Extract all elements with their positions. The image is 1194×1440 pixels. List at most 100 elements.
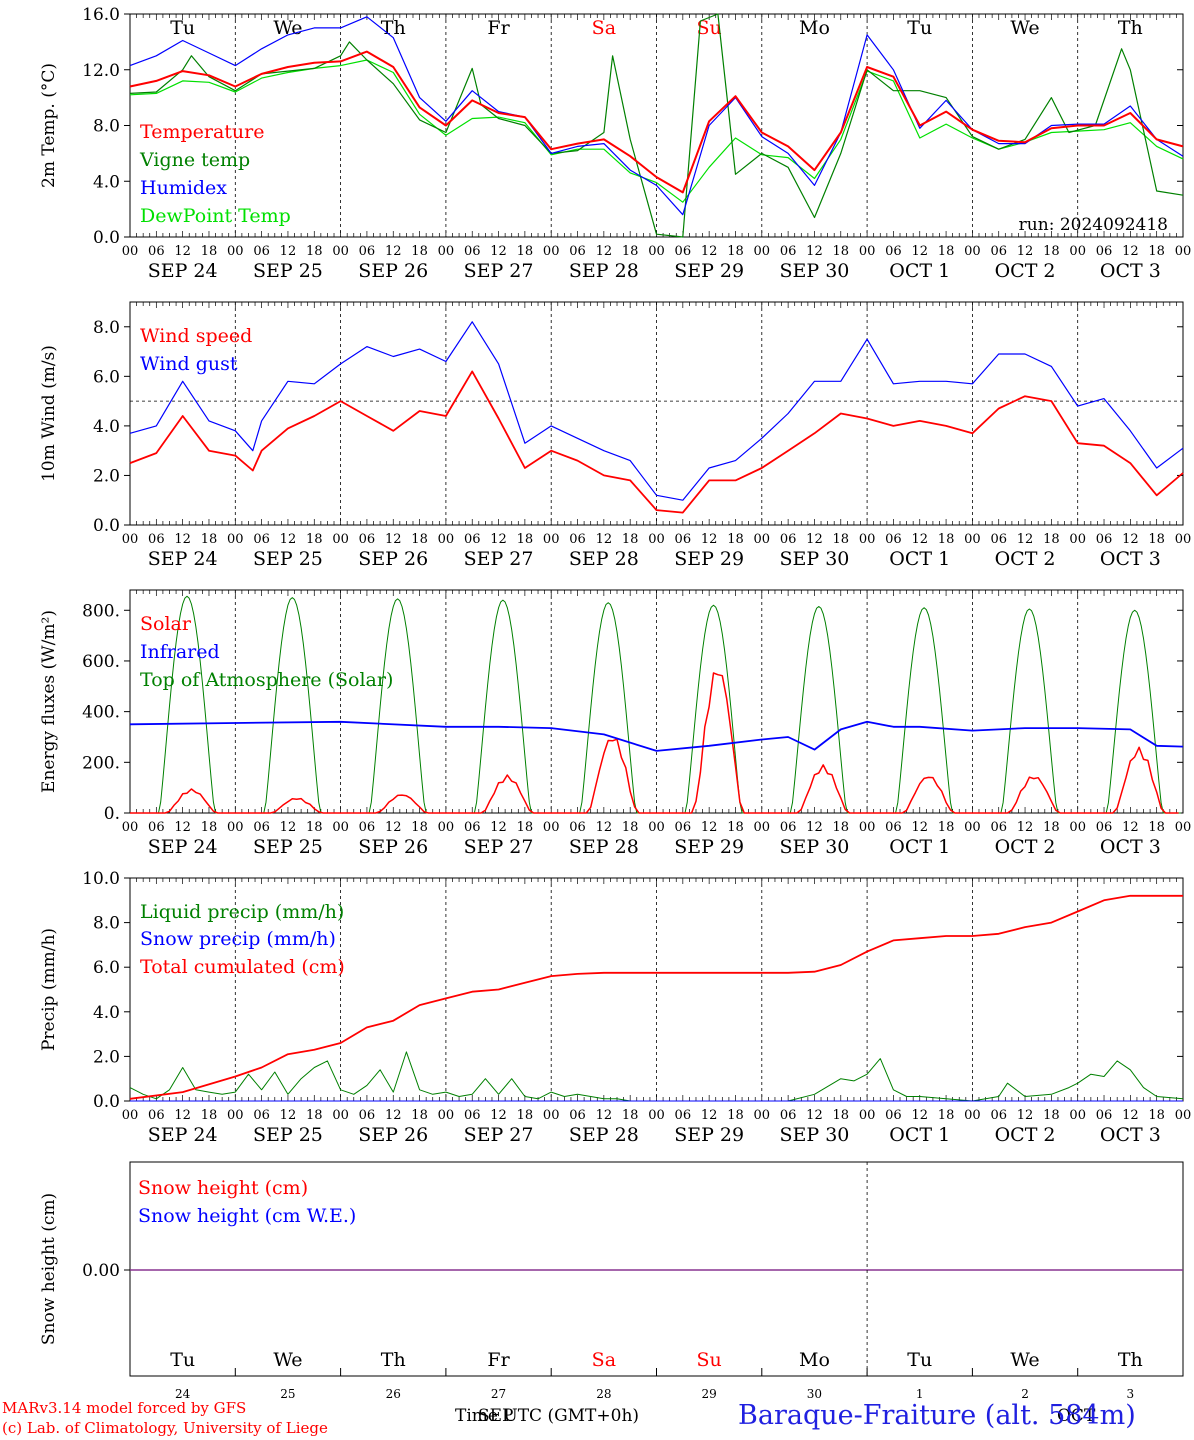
hour-tick-label: 12 — [490, 244, 507, 259]
hour-tick-label: 12 — [1017, 244, 1034, 259]
hour-tick-label: 06 — [1096, 1108, 1113, 1123]
series-infrared — [129, 720, 1184, 752]
hour-tick-label: 00 — [227, 532, 244, 547]
hour-tick-label: 00 — [227, 820, 244, 835]
date-label: SEP 27 — [464, 548, 534, 570]
hour-tick-label: 18 — [306, 1108, 323, 1123]
day-number-label: 25 — [280, 1387, 295, 1401]
hour-tick-label: 00 — [1175, 532, 1192, 547]
hour-tick-label: 12 — [385, 244, 402, 259]
day-number-label: 2 — [1021, 1387, 1029, 1401]
weekday-label: We — [273, 17, 302, 39]
hour-tick-label: 18 — [201, 244, 218, 259]
hour-tick-label: 00 — [438, 1108, 455, 1123]
hour-tick-label: 00 — [648, 1108, 665, 1123]
hour-tick-label: 00 — [754, 820, 771, 835]
hour-tick-label: 06 — [148, 532, 165, 547]
hour-tick-label: 06 — [464, 1108, 481, 1123]
hour-tick-label: 12 — [596, 244, 613, 259]
y-tick-label: 4.0 — [93, 417, 120, 437]
date-label: SEP 24 — [148, 260, 218, 282]
hour-tick-label: 06 — [464, 532, 481, 547]
date-label: SEP 29 — [674, 836, 744, 858]
hour-tick-label: 00 — [859, 244, 876, 259]
hour-tick-label: 18 — [727, 1108, 744, 1123]
hour-tick-label: 06 — [885, 820, 902, 835]
hour-tick-label: 06 — [990, 1108, 1007, 1123]
lab-credit: (c) Lab. of Climatology, University of L… — [2, 1419, 328, 1437]
hour-tick-label: 06 — [253, 532, 270, 547]
hour-tick-label: 06 — [1096, 532, 1113, 547]
y-tick-label: 8.0 — [93, 318, 120, 338]
date-label: SEP 25 — [253, 836, 323, 858]
run-label: run: 2024092418 — [1019, 215, 1168, 235]
hour-tick-label: 18 — [411, 244, 428, 259]
hour-tick-label: 06 — [1096, 820, 1113, 835]
hour-tick-label: 06 — [990, 820, 1007, 835]
hour-tick-label: 06 — [148, 244, 165, 259]
legend-top-of-atmosphere-solar-: Top of Atmosphere (Solar) — [140, 669, 393, 691]
hour-tick-label: 00 — [964, 244, 981, 259]
hour-tick-label: 00 — [1069, 532, 1086, 547]
date-label: SEP 28 — [569, 548, 639, 570]
hour-tick-label: 12 — [1017, 820, 1034, 835]
hour-tick-label: 18 — [622, 532, 639, 547]
hour-tick-label: 00 — [227, 1108, 244, 1123]
hour-tick-label: 00 — [122, 244, 139, 259]
hour-tick-label: 12 — [1017, 1108, 1034, 1123]
date-label: SEP 30 — [780, 836, 850, 858]
y-tick-label: 2.0 — [93, 466, 120, 486]
hour-tick-label: 12 — [174, 820, 191, 835]
date-label: SEP 28 — [569, 1124, 639, 1146]
hour-tick-label: 06 — [990, 532, 1007, 547]
date-label: SEP 29 — [674, 548, 744, 570]
hour-tick-label: 06 — [148, 1108, 165, 1123]
y-tick-label: 6.0 — [93, 367, 120, 387]
hour-tick-label: 12 — [806, 244, 823, 259]
hour-tick-label: 06 — [253, 1108, 270, 1123]
y-tick-label: 0.0 — [93, 1092, 120, 1112]
hour-tick-label: 00 — [754, 532, 771, 547]
hour-tick-label: 06 — [569, 820, 586, 835]
hour-tick-label: 12 — [280, 532, 297, 547]
hour-tick-label: 12 — [1122, 1108, 1139, 1123]
hour-tick-label: 18 — [1148, 244, 1165, 259]
date-label: OCT 3 — [1100, 260, 1161, 282]
hour-tick-label: 06 — [885, 244, 902, 259]
hour-tick-label: 12 — [174, 244, 191, 259]
date-label: SEP 26 — [358, 1124, 428, 1146]
hour-tick-label: 18 — [938, 532, 955, 547]
weekday-label: Su — [697, 17, 722, 39]
weekday-label: Fr — [487, 17, 510, 39]
weekday-label: Sa — [592, 1349, 616, 1371]
y-tick-label: 400. — [82, 703, 120, 723]
hour-tick-label: 00 — [122, 532, 139, 547]
hour-tick-label: 00 — [754, 1108, 771, 1123]
hour-tick-label: 00 — [122, 820, 139, 835]
hour-tick-label: 06 — [359, 532, 376, 547]
legend-wind-gust: Wind gust — [140, 353, 238, 375]
hour-tick-label: 00 — [438, 244, 455, 259]
hour-tick-label: 00 — [438, 820, 455, 835]
hour-tick-label: 12 — [385, 1108, 402, 1123]
hour-tick-label: 12 — [911, 244, 928, 259]
date-label: SEP 29 — [674, 260, 744, 282]
y-tick-label: 8.0 — [93, 117, 120, 137]
day-number-label: 30 — [807, 1387, 822, 1401]
hour-tick-label: 18 — [833, 820, 850, 835]
y-tick-label: 0.00 — [82, 1261, 120, 1281]
legend-solar: Solar — [140, 613, 192, 635]
series-vigne-temp — [129, 13, 1184, 238]
panel-0-frame — [129, 13, 1184, 238]
legend-infrared: Infrared — [140, 641, 220, 663]
date-label: SEP 28 — [569, 836, 639, 858]
y-tick-label: 2.0 — [93, 1047, 120, 1067]
hour-tick-label: 18 — [1148, 532, 1165, 547]
hour-tick-label: 18 — [622, 244, 639, 259]
date-label: OCT 2 — [995, 1124, 1056, 1146]
hour-tick-label: 12 — [1122, 244, 1139, 259]
hour-tick-label: 18 — [411, 820, 428, 835]
weekday-label: Tu — [907, 17, 932, 39]
hour-tick-label: 12 — [596, 532, 613, 547]
hour-tick-label: 12 — [701, 244, 718, 259]
